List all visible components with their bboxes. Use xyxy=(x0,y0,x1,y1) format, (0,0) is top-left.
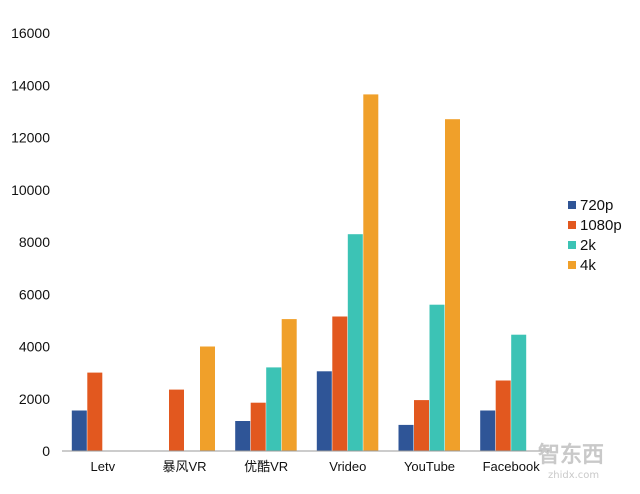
x-tick-label: Facebook xyxy=(483,459,541,474)
y-tick-label: 0 xyxy=(42,443,50,459)
bar-4k-2 xyxy=(281,319,297,451)
legend-label-720p: 720p xyxy=(580,197,613,214)
legend: 720p 1080p 2k 4k xyxy=(568,197,622,274)
x-tick-label: 优酷VR xyxy=(244,459,288,474)
bar-2k-2 xyxy=(266,367,282,451)
x-tick-label: 暴风VR xyxy=(162,459,206,474)
y-tick-label: 10000 xyxy=(11,182,50,198)
bar-2k-3 xyxy=(347,234,363,451)
legend-swatch-720p xyxy=(568,201,576,209)
watermark-url: zhidx.com xyxy=(548,470,599,481)
legend-swatch-1080p xyxy=(568,221,576,229)
bar-4k-4 xyxy=(445,119,460,451)
bar-1080p-2 xyxy=(250,402,266,451)
y-tick-label: 12000 xyxy=(11,130,50,146)
bar-720p-0 xyxy=(71,410,87,451)
x-tick-label: Vrideo xyxy=(329,459,366,474)
legend-label-1080p: 1080p xyxy=(580,217,622,234)
y-tick-label: 14000 xyxy=(11,77,50,93)
bar-1080p-0 xyxy=(87,372,103,451)
legend-label-4k: 4k xyxy=(580,257,596,274)
y-tick-label: 4000 xyxy=(19,339,50,355)
x-tick-label: YouTube xyxy=(404,459,455,474)
y-tick-label: 16000 xyxy=(11,25,50,41)
x-tick-label: Letv xyxy=(91,459,116,474)
x-axis-labels: Letv 暴风VR 优酷VR Vrideo YouTube Facebook xyxy=(91,459,541,474)
bar-1080p-4 xyxy=(414,400,429,451)
y-tick-label: 2000 xyxy=(19,391,50,407)
bar-2k-4 xyxy=(429,304,445,451)
watermark: 智东西 zhidx.com xyxy=(538,442,604,481)
bar-1080p-3 xyxy=(332,316,348,451)
bar-4k-3 xyxy=(363,94,379,452)
y-tick-label: 6000 xyxy=(19,286,50,302)
bars-group xyxy=(71,94,527,452)
bar-1080p-5 xyxy=(495,380,511,451)
legend-swatch-4k xyxy=(568,261,576,269)
bar-720p-3 xyxy=(316,371,332,451)
watermark-text: 智东西 xyxy=(538,442,604,468)
bar-1080p-1 xyxy=(169,389,184,451)
y-tick-label: 8000 xyxy=(19,234,50,250)
y-axis-ticks: 0 2000 4000 6000 8000 10000 12000 14000 16000 xyxy=(11,25,50,459)
bar-4k-1 xyxy=(200,346,215,451)
bar-2k-5 xyxy=(511,334,527,451)
bar-720p-4 xyxy=(398,424,414,451)
legend-swatch-2k xyxy=(568,241,576,249)
bar-720p-5 xyxy=(480,410,496,451)
legend-label-2k: 2k xyxy=(580,237,596,254)
bar-720p-2 xyxy=(235,421,251,451)
